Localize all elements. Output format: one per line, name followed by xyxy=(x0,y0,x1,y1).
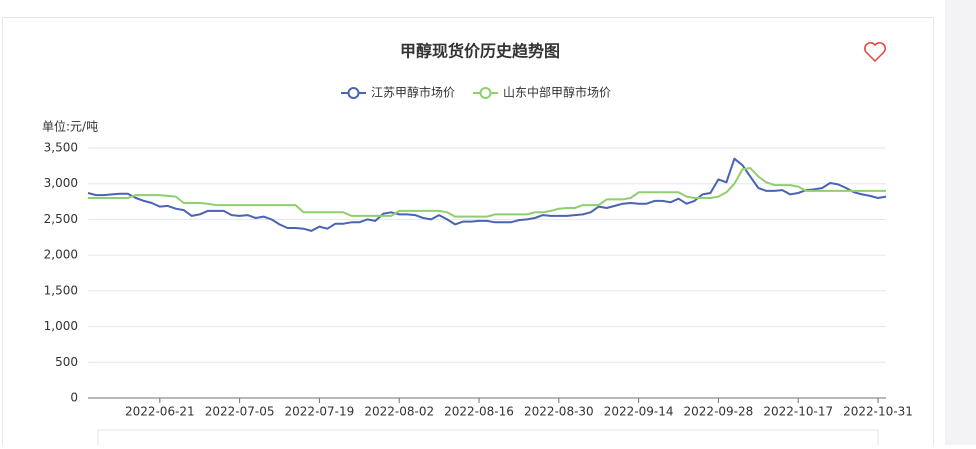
x-tick-label: 2022-10-17 xyxy=(763,405,833,419)
y-tick-label: 500 xyxy=(55,355,78,369)
series-line xyxy=(87,157,887,232)
legend-marker xyxy=(347,87,360,99)
side-panel xyxy=(945,0,976,445)
series-line xyxy=(88,167,886,218)
x-tick-label: 2022-08-02 xyxy=(364,405,434,419)
legend-marker xyxy=(479,87,492,99)
y-tick-label: 2,500 xyxy=(44,212,78,226)
x-tick-label: 2022-08-16 xyxy=(444,405,514,419)
y-tick-label: 1,000 xyxy=(44,319,78,333)
card xyxy=(2,17,934,449)
x-tick-label: 2022-07-05 xyxy=(205,405,275,419)
y-tick-label: 3,500 xyxy=(44,141,78,155)
x-tick-label: 2022-08-30 xyxy=(524,405,594,419)
y-tick-label: 1,500 xyxy=(44,283,78,297)
y-axis-label: 单位:元/吨 xyxy=(42,119,98,134)
y-tick-label: 2,000 xyxy=(44,248,78,262)
x-tick-label: 2022-09-14 xyxy=(604,405,674,419)
y-tick-label: 0 xyxy=(70,391,78,405)
y-tick-label: 3,000 xyxy=(44,176,78,190)
x-tick-label: 2022-09-28 xyxy=(684,405,754,419)
zoom-slider[interactable] xyxy=(97,429,879,449)
x-tick-label: 2022-10-31 xyxy=(843,405,913,419)
legend-label: 山东中部甲醇市场价 xyxy=(503,85,611,100)
legend-label: 江苏甲醇市场价 xyxy=(371,85,455,100)
x-tick-label: 2022-06-21 xyxy=(125,405,195,419)
x-tick-label: 2022-07-19 xyxy=(285,405,355,419)
favorite-icon[interactable] xyxy=(864,42,886,63)
chart-title: 甲醇现货价历史趋势图 xyxy=(400,42,560,61)
